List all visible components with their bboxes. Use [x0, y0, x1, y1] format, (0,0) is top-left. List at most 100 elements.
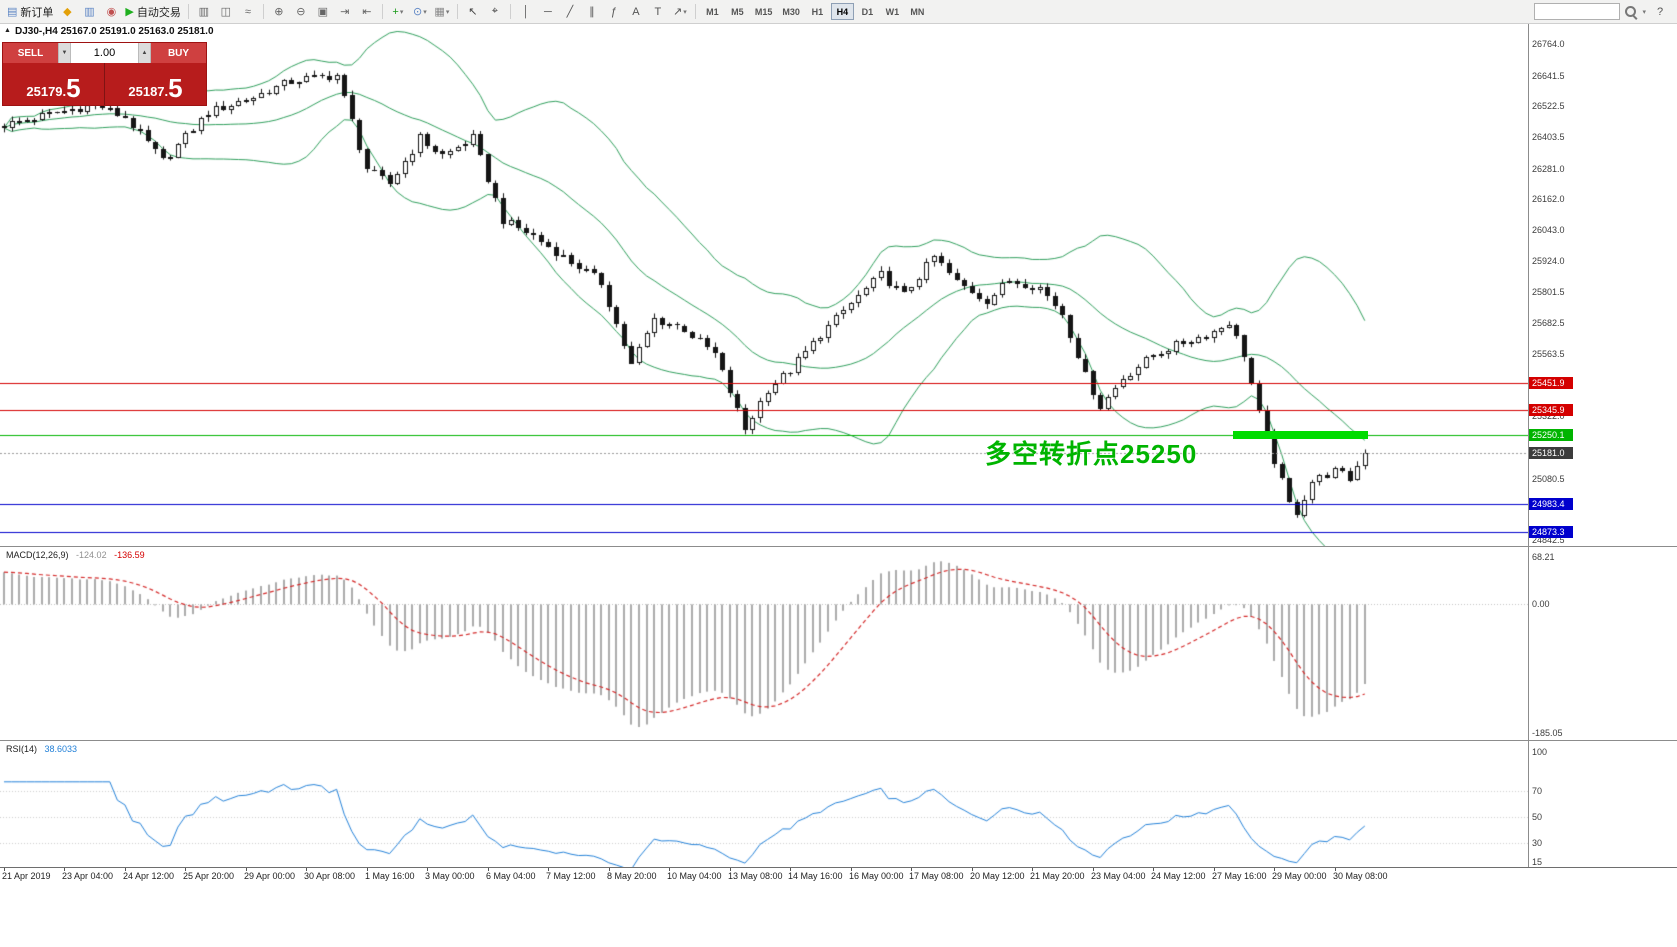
periods-icon-glyph: ⊙	[413, 6, 423, 18]
volume-input[interactable]	[71, 43, 138, 63]
buy-price-button[interactable]: 25187. 5	[105, 63, 206, 105]
time-axis-tick	[306, 868, 307, 871]
time-axis-label: 23 May 04:00	[1091, 871, 1146, 881]
time-axis-border	[0, 867, 1677, 868]
fibonacci-icon[interactable]: ƒ	[604, 2, 624, 22]
panel-splitter[interactable]	[0, 740, 1677, 741]
support-price-label: 24983.4	[1529, 498, 1573, 510]
timeframe-w1[interactable]: W1	[885, 6, 900, 17]
timeframe-h4[interactable]: H4	[830, 3, 854, 20]
time-axis-label: 7 May 12:00	[546, 871, 596, 881]
buy-button[interactable]: BUY	[151, 43, 206, 63]
line-chart-icon-glyph: ≈	[244, 5, 251, 18]
chart-shift-icon-glyph: ⇤	[362, 6, 372, 18]
arrows-icon-glyph: ↗	[673, 6, 683, 18]
search-input[interactable]	[1534, 3, 1621, 20]
profiles-icon[interactable]: ◆	[57, 2, 77, 22]
pivot-highlight-bar[interactable]	[1233, 431, 1368, 439]
channel-icon[interactable]: ∥	[582, 2, 602, 22]
indicators-icon-caret: ▾	[399, 8, 404, 16]
search-icon[interactable]	[1623, 4, 1638, 19]
volume-increase-button[interactable]: ▲	[138, 43, 151, 63]
sell-price-button[interactable]: 25179. 5	[3, 63, 104, 105]
price-axis-label: 26281.0	[1532, 164, 1565, 174]
macd-axis-label: -185.05	[1532, 728, 1563, 738]
horizontal-line-icon[interactable]: ─	[538, 2, 558, 22]
indicators-icon-glyph: +	[392, 5, 399, 18]
zoom-in-icon-glyph: ⊕	[274, 6, 284, 18]
rsi-axis-label: 15	[1532, 857, 1543, 867]
time-axis-tick	[1335, 868, 1336, 871]
sell-button[interactable]: SELL	[3, 43, 58, 63]
data-window-icon[interactable]: ◉	[101, 2, 121, 22]
timeframe-m5[interactable]: M5	[731, 6, 744, 17]
trendline-icon[interactable]: ╱	[560, 2, 580, 22]
search-caret-icon[interactable]: ▾	[1642, 8, 1646, 16]
toolbar-separator	[381, 4, 383, 19]
tile-windows-icon-glyph: ▣	[317, 6, 329, 18]
price-axis-border	[1528, 24, 1529, 867]
time-axis-tick	[1093, 868, 1094, 871]
cursor-icon[interactable]: ↖	[463, 2, 483, 22]
autotrading-button-glyph: ▶	[125, 6, 134, 18]
rsi-axis-label: 100	[1532, 747, 1548, 757]
autotrading-button[interactable]: ▶ 自动交易	[123, 2, 182, 22]
trade-panel-collapse-icon[interactable]: ▲	[4, 27, 11, 34]
vertical-line-icon[interactable]: │	[516, 2, 536, 22]
macd-indicator-canvas[interactable]	[0, 547, 1528, 740]
time-axis-label: 13 May 08:00	[728, 871, 783, 881]
price-chart-canvas[interactable]	[0, 24, 1528, 546]
arrows-icon[interactable]: ↗ ▾	[670, 2, 690, 22]
time-axis-label: 29 May 00:00	[1272, 871, 1327, 881]
time-axis-tick	[669, 868, 670, 871]
zoom-out-icon[interactable]: ⊖	[291, 2, 311, 22]
periods-icon-caret: ▾	[423, 8, 427, 16]
timeframe-m30[interactable]: M30	[782, 6, 800, 17]
auto-scroll-icon[interactable]: ⇥	[335, 2, 355, 22]
pivot-price-label: 25250.1	[1529, 429, 1573, 441]
toolbar-buttons-group: ▤ 新订单 ◆ ▥ ◉ ▶ 自动交易 ▥ ◫ ≈ ⊕ ⊖ ▣ ⇥ ⇤ + ▾ ⊙ ▾ ▦ ▾ ↖ ⌖ │ ─ ╱ ∥ ƒ A T ↗ ▾	[4, 2, 700, 22]
timeframe-h1[interactable]: H1	[811, 6, 824, 17]
zoom-in-icon[interactable]: ⊕	[269, 2, 289, 22]
bar-chart-icon[interactable]: ▥	[194, 2, 214, 22]
new-order-button[interactable]: ▤ 新订单	[5, 2, 55, 22]
timeframe-mn[interactable]: MN	[910, 6, 925, 17]
chart-shift-icon[interactable]: ⇤	[357, 2, 377, 22]
time-axis-label: 25 Apr 20:00	[183, 871, 235, 881]
time-axis-label: 21 May 20:00	[1030, 871, 1085, 881]
tile-windows-icon[interactable]: ▣	[313, 2, 333, 22]
candlestick-chart-icon[interactable]: ◫	[216, 2, 236, 22]
help-button[interactable]: ?	[1656, 5, 1664, 18]
time-axis-tick	[730, 868, 731, 871]
text-icon-glyph: A	[632, 5, 640, 18]
trade-panel-price-row: 25179. 5 25187. 5	[3, 63, 206, 105]
sell-price-big-digit: 5	[66, 73, 81, 103]
horizontal-line-icon-glyph: ─	[543, 5, 552, 18]
line-chart-icon[interactable]: ≈	[238, 2, 258, 22]
market-watch-icon[interactable]: ▥	[79, 2, 99, 22]
rsi-indicator-canvas[interactable]	[0, 741, 1528, 867]
price-axis-label: 25924.0	[1532, 256, 1565, 266]
text-icon[interactable]: A	[626, 2, 646, 22]
timeframe-m1[interactable]: M1	[706, 6, 719, 17]
label-icon[interactable]: T	[648, 2, 668, 22]
timeframe-m15[interactable]: M15	[754, 6, 773, 17]
time-axis-tick	[488, 868, 489, 871]
macd-axis-label: 0.00	[1532, 599, 1550, 609]
timeframe-toolbar: M1 M5 M15 M30 H1 H4 D1 W1 MN	[700, 3, 930, 20]
indicators-icon[interactable]: + ▾	[388, 2, 408, 22]
bid-price-label: 25181.0	[1529, 447, 1573, 459]
volume-decrease-button[interactable]: ▼	[58, 43, 71, 63]
timeframe-d1[interactable]: D1	[861, 6, 874, 17]
resistance-price-label: 25451.9	[1529, 377, 1573, 389]
time-axis-tick	[1274, 868, 1275, 871]
templates-icon[interactable]: ▦ ▾	[432, 2, 452, 22]
resistance-price-label: 25345.9	[1529, 404, 1573, 416]
periods-icon[interactable]: ⊙ ▾	[410, 2, 430, 22]
macd-name: MACD(12,26,9)	[6, 550, 69, 560]
panel-splitter[interactable]	[0, 546, 1677, 547]
time-axis-label: 21 Apr 2019	[2, 871, 51, 881]
pivot-annotation-text[interactable]: 多空转折点25250	[985, 439, 1198, 469]
crosshair-icon[interactable]: ⌖	[485, 2, 505, 22]
toolbar-search-group: ▾ ?	[1534, 2, 1673, 22]
